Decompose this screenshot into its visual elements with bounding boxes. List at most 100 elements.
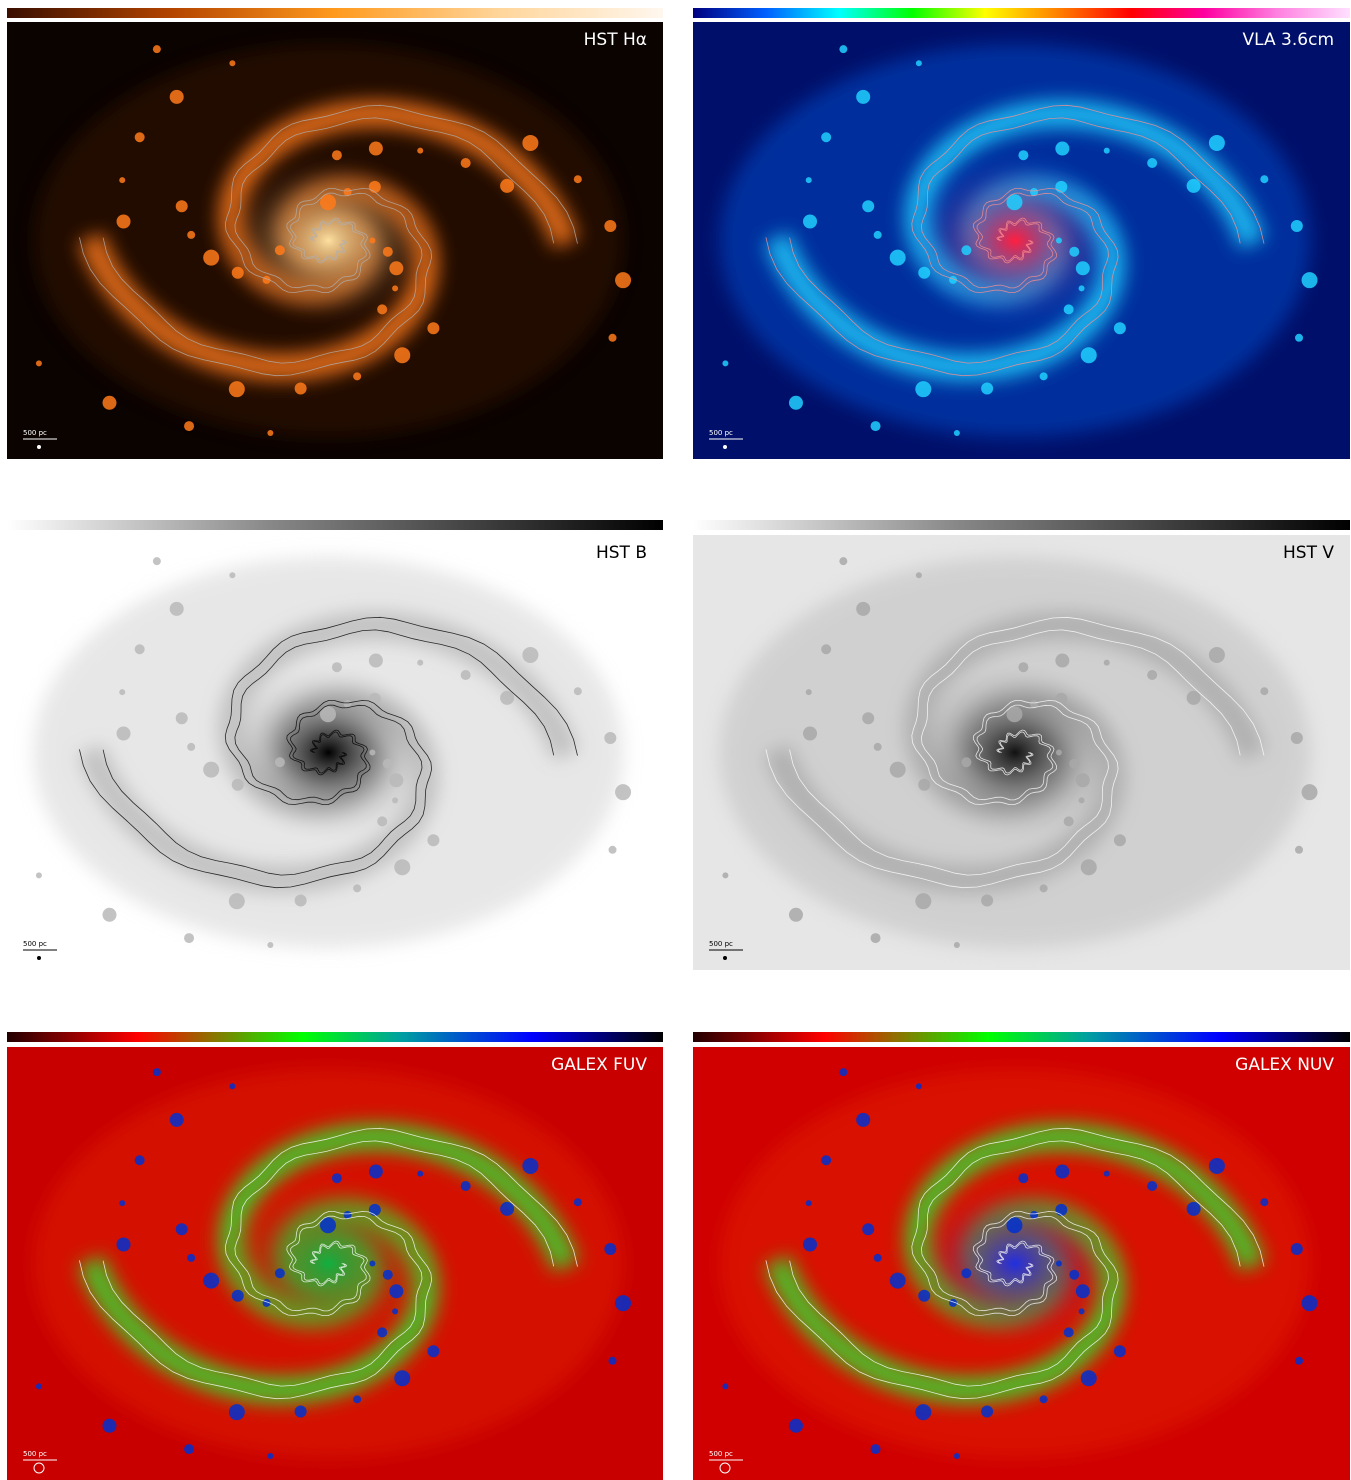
galaxy-core — [904, 1173, 1125, 1354]
knot — [722, 360, 729, 367]
galaxy-panel: HST Hα 500 pc — [7, 22, 663, 459]
knot — [1069, 246, 1080, 257]
knot — [35, 872, 42, 879]
contour — [224, 616, 578, 805]
knot — [331, 150, 342, 161]
knot — [722, 1383, 729, 1390]
knot — [427, 322, 440, 335]
knot — [803, 726, 818, 741]
knot — [35, 1383, 42, 1390]
knot — [417, 659, 424, 666]
knot — [1055, 180, 1068, 193]
knot — [856, 1112, 871, 1127]
knot — [915, 60, 922, 67]
knot — [389, 261, 404, 276]
knot — [953, 1452, 960, 1459]
knot — [353, 372, 362, 381]
scale-label: 500 pc — [23, 1450, 47, 1458]
knot — [1075, 773, 1090, 788]
knot — [274, 245, 285, 256]
knot — [1301, 272, 1318, 289]
beam — [33, 1462, 45, 1474]
knot — [862, 1223, 875, 1236]
knot — [231, 266, 244, 279]
knot — [1039, 1395, 1048, 1404]
contour — [789, 192, 1109, 364]
knot — [889, 1272, 906, 1289]
beam — [719, 1462, 731, 1474]
colorbar — [693, 520, 1350, 530]
knot — [1055, 692, 1068, 705]
colorbar — [7, 1032, 663, 1042]
contour — [234, 1140, 555, 1312]
knot — [1030, 187, 1039, 196]
knot — [394, 1370, 411, 1387]
galaxy-panel: HST B 500 pc — [7, 535, 663, 970]
knot — [228, 381, 245, 398]
knot — [573, 1198, 582, 1207]
contour — [911, 104, 1265, 293]
knot — [915, 1083, 922, 1090]
knot — [915, 381, 932, 398]
knot — [187, 742, 196, 751]
knot — [1103, 147, 1110, 154]
knot — [1006, 194, 1023, 211]
galaxy-core — [904, 662, 1125, 843]
knot — [294, 382, 307, 395]
knot — [229, 572, 236, 579]
knot — [274, 1268, 285, 1279]
knot — [175, 712, 188, 725]
beam — [723, 956, 727, 960]
knot — [102, 395, 117, 410]
knot — [382, 758, 393, 769]
knot — [870, 421, 881, 432]
knot — [839, 45, 848, 54]
knot — [1295, 1356, 1304, 1365]
knot — [377, 816, 388, 827]
contour — [102, 1215, 423, 1387]
knot — [368, 653, 383, 668]
knot — [803, 1237, 818, 1252]
knot — [231, 1289, 244, 1302]
knot — [873, 230, 882, 239]
knot — [918, 266, 931, 279]
knot — [615, 272, 632, 289]
knot — [427, 834, 440, 847]
knot — [961, 1268, 972, 1279]
knot — [573, 687, 582, 696]
knot — [1301, 1295, 1318, 1312]
knot — [961, 757, 972, 768]
knot — [805, 177, 812, 184]
knot — [981, 382, 994, 395]
contour — [911, 616, 1265, 805]
knot — [805, 1200, 812, 1207]
knot — [915, 893, 932, 910]
knot — [1103, 659, 1110, 666]
knot — [169, 89, 184, 104]
contour — [789, 704, 1109, 876]
knot — [889, 249, 906, 266]
knot — [203, 249, 220, 266]
knot — [1186, 1201, 1201, 1216]
colorbar — [693, 8, 1350, 18]
knot — [394, 347, 411, 364]
colorbar — [693, 1032, 1350, 1042]
knot — [615, 784, 632, 801]
knot — [604, 219, 617, 232]
knot — [382, 246, 393, 257]
knot — [319, 1217, 336, 1234]
knot — [918, 1289, 931, 1302]
knot — [981, 894, 994, 907]
knot — [1069, 758, 1080, 769]
knot — [915, 1404, 932, 1421]
knot — [134, 644, 145, 655]
knot — [856, 89, 871, 104]
knot — [1018, 662, 1029, 673]
knot — [228, 893, 245, 910]
knot — [369, 749, 376, 756]
knot — [267, 941, 274, 948]
knot — [116, 214, 131, 229]
knot — [1260, 687, 1269, 696]
galaxy-panel: HST V 500 pc — [693, 535, 1350, 970]
scale-label: 500 pc — [23, 429, 47, 437]
